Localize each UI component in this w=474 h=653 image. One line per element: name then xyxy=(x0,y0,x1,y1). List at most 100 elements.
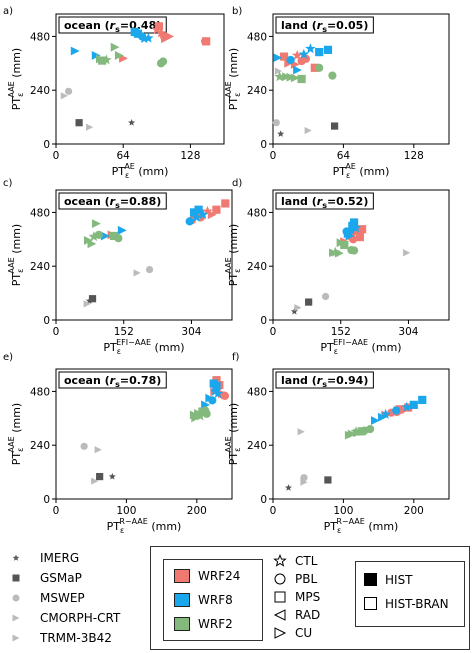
y-tick-label: 0 xyxy=(260,315,267,327)
data-point xyxy=(110,42,120,52)
legend-setup-label: CTL xyxy=(295,553,318,568)
y-tick-label: 480 xyxy=(247,31,267,43)
data-point xyxy=(70,46,80,56)
legend-model-label: WRF2 xyxy=(198,616,233,631)
correlation-label: land (rs=0.52) xyxy=(281,195,368,210)
legend-period-label: HIST xyxy=(385,572,413,587)
data-point xyxy=(194,205,203,214)
data-point xyxy=(324,476,332,484)
color-swatch xyxy=(174,616,190,631)
legend-setup-item: PBL xyxy=(271,571,317,586)
y-tick-label: 240 xyxy=(247,85,267,97)
data-point xyxy=(286,72,296,82)
correlation-label: ocean (rs=0.48) xyxy=(64,19,161,34)
legend-marker xyxy=(274,626,287,639)
legend-model-item: WRF24 xyxy=(174,568,240,583)
data-point xyxy=(91,51,101,60)
trir-marker-icon xyxy=(274,626,287,639)
y-tick-label: 240 xyxy=(30,440,50,452)
data-point xyxy=(207,210,217,220)
y-tick-label: 240 xyxy=(30,261,50,273)
legend-setup-label: PBL xyxy=(295,571,318,586)
data-point xyxy=(114,51,124,60)
y-axis-label: PTεAAE (mm) xyxy=(7,403,25,465)
star-marker-icon xyxy=(12,554,20,561)
x-tick-label: 0 xyxy=(270,505,277,517)
x-tick-label: 100 xyxy=(116,505,136,517)
x-tick-label: 0 xyxy=(53,326,60,338)
chart-panel-e: e) 0 100 200 0 240 480 PTεR−AAE (mm) PTεAAE (mm)… xyxy=(3,352,233,535)
x-axis-label: PTεR−AAE (mm) xyxy=(107,517,182,535)
data-point xyxy=(297,56,306,66)
y-tick-label: 480 xyxy=(30,207,50,219)
legend-resolution-group: WRF24 WRF8 WRF2 xyxy=(163,559,263,641)
legend-obs-label: GSMaP xyxy=(40,570,82,585)
data-point xyxy=(212,381,221,390)
data-point xyxy=(315,63,324,72)
data-point xyxy=(138,32,147,41)
y-axis-label: PTεAAE (mm) xyxy=(7,48,25,110)
chart-panel-b: b) 0 64 128 0 240 480 PTεAE (mm) PTεAAE (mm) land… xyxy=(224,6,450,180)
panel-tag: a) xyxy=(3,6,13,17)
data-point xyxy=(315,48,324,57)
legend-models: WRF24 WRF8 WRF2 CTL PBL MPS RAD CU HIST HIST-BRAN xyxy=(150,546,470,650)
tri-marker-icon xyxy=(12,614,20,621)
legend-model-item: WRF8 xyxy=(174,592,233,607)
data-point xyxy=(75,119,83,127)
filled-square-icon xyxy=(364,573,377,586)
data-point xyxy=(277,130,285,137)
plot-frame xyxy=(55,13,225,145)
data-point xyxy=(403,249,411,257)
data-point xyxy=(297,74,306,84)
hollow-square-icon xyxy=(364,597,377,610)
data-point xyxy=(286,55,295,65)
data-point xyxy=(94,446,102,454)
legend-obs-item: TRMM-3B42 xyxy=(6,630,112,645)
legend-obs-label: TRMM-3B42 xyxy=(40,630,112,645)
legend-marker xyxy=(274,591,286,602)
circ-marker-icon xyxy=(12,594,20,601)
y-tick-label: 480 xyxy=(247,207,267,219)
data-point xyxy=(202,37,211,46)
data-point xyxy=(92,219,101,229)
x-tick-label: 128 xyxy=(180,150,200,162)
data-point xyxy=(94,230,103,239)
data-point xyxy=(355,232,364,242)
sq-marker-icon xyxy=(12,574,20,581)
x-tick-label: 0 xyxy=(270,326,277,338)
data-point xyxy=(98,56,107,65)
data-point xyxy=(212,388,224,399)
chart-panel-f: f) 0 100 200 0 240 480 PTεR−AAE (mm) PTεAAE (mm)… xyxy=(224,352,450,535)
data-point xyxy=(128,119,136,126)
data-point xyxy=(91,477,99,485)
data-point xyxy=(145,265,154,274)
data-point xyxy=(274,71,285,82)
correlation-box xyxy=(275,371,374,389)
legend-obs-item: CMORPH-CRT xyxy=(6,610,120,625)
data-point xyxy=(304,126,312,135)
y-tick-label: 0 xyxy=(43,139,50,151)
data-point xyxy=(366,424,375,434)
data-point xyxy=(321,292,330,301)
legend-marker xyxy=(274,573,286,584)
legend-setup-item: RAD xyxy=(271,607,320,622)
sq-marker-icon xyxy=(274,591,286,602)
legend-period-item: HIST-BRAN xyxy=(364,596,449,611)
data-point xyxy=(197,209,209,220)
x-tick-label: 100 xyxy=(333,505,353,517)
y-axis-label: PTεAAE (mm) xyxy=(224,48,242,110)
legend-obs-label: IMERG xyxy=(40,550,80,565)
data-point xyxy=(272,119,280,127)
data-point xyxy=(96,472,104,481)
y-tick-label: 0 xyxy=(260,139,267,151)
x-tick-label: 64 xyxy=(337,150,351,162)
data-point xyxy=(336,238,346,248)
data-point xyxy=(143,32,154,43)
y-tick-label: 240 xyxy=(30,85,50,97)
data-point xyxy=(160,32,169,41)
x-axis-label: PTεEFI−AAE (mm) xyxy=(103,338,184,356)
data-point xyxy=(88,295,97,303)
legend-setup-label: CU xyxy=(295,625,313,640)
data-point xyxy=(117,225,127,235)
data-point xyxy=(212,205,221,214)
